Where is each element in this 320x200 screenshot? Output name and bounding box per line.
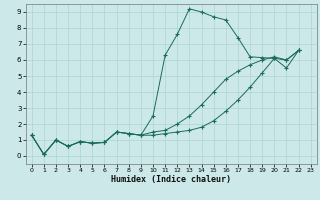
X-axis label: Humidex (Indice chaleur): Humidex (Indice chaleur) [111,175,231,184]
